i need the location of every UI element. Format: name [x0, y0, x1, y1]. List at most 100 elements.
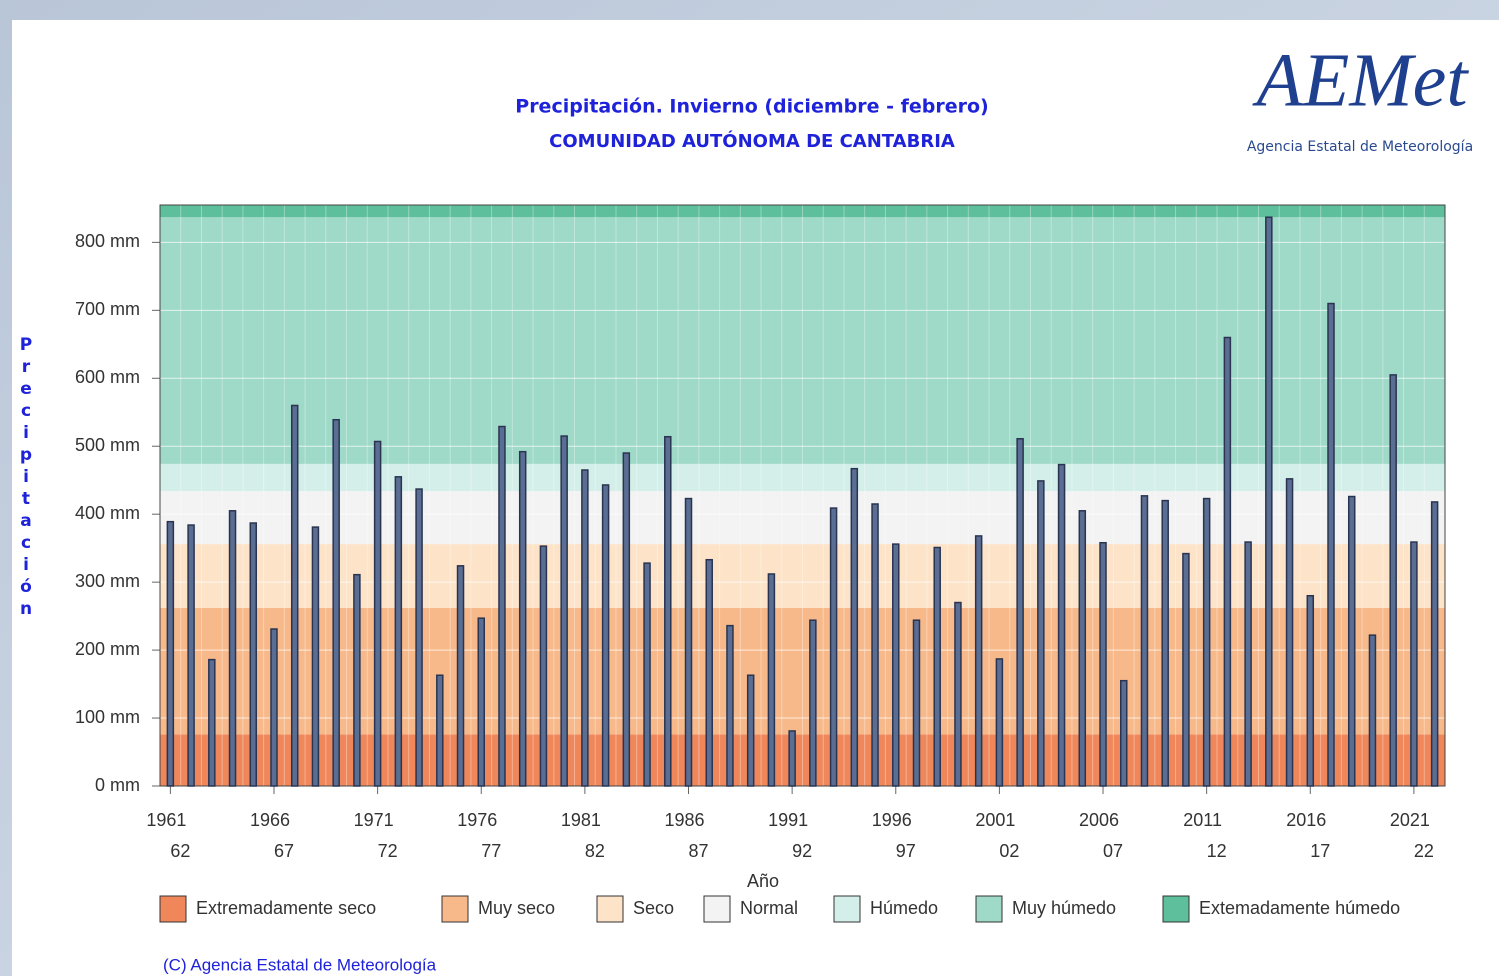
- x-tick-label: 2021: [1390, 810, 1430, 830]
- bar: [1347, 495, 1356, 787]
- bar: [415, 488, 423, 787]
- bar: [1057, 463, 1066, 787]
- legend-swatch: [596, 895, 624, 923]
- legend-swatch: [703, 895, 731, 923]
- x-tick-label: 1996: [872, 810, 912, 830]
- y-tick-label: 500 mm: [75, 435, 140, 455]
- legend-label: Húmedo: [870, 898, 938, 918]
- bar: [664, 435, 672, 787]
- bar: [1306, 594, 1315, 787]
- x-axis-label: Año: [747, 871, 779, 891]
- bar: [228, 510, 237, 787]
- x-tick-label: 2006: [1079, 810, 1119, 830]
- y-tick-label: 300 mm: [75, 571, 140, 591]
- legend-label: Muy húmedo: [1012, 898, 1116, 918]
- logo-caption: Agencia Estatal de Meteorología: [1247, 139, 1473, 155]
- bar: [270, 628, 278, 787]
- bar: [311, 526, 320, 787]
- bar: [436, 674, 444, 787]
- y-axis-label: Precipitación: [16, 335, 36, 621]
- legend-label: Muy seco: [478, 898, 555, 918]
- bar: [809, 619, 817, 787]
- x-tick-label: 77: [481, 841, 501, 861]
- bar: [332, 418, 340, 787]
- bar: [477, 617, 485, 787]
- bar: [912, 619, 921, 787]
- x-tick-label: 12: [1207, 841, 1227, 861]
- bar: [249, 522, 258, 787]
- bar: [1244, 541, 1252, 787]
- x-tick-label: 02: [999, 841, 1019, 861]
- bar: [353, 573, 361, 787]
- y-tick-label: 800 mm: [75, 231, 140, 251]
- legend-label: Seco: [633, 898, 674, 918]
- x-tick-label: 92: [792, 841, 812, 861]
- bar: [767, 573, 776, 787]
- legend-label: Normal: [740, 898, 798, 918]
- bar: [1430, 501, 1439, 787]
- x-tick-label: 07: [1103, 841, 1123, 861]
- bar: [1099, 541, 1107, 787]
- bar: [1389, 374, 1397, 787]
- bar: [1120, 679, 1128, 787]
- y-tick-label: 700 mm: [75, 299, 140, 319]
- x-tick-label: 1961: [146, 810, 186, 830]
- bar: [166, 520, 175, 787]
- x-tick-label: 1966: [250, 810, 290, 830]
- bar: [1410, 541, 1418, 787]
- x-tick-label: 1991: [768, 810, 808, 830]
- bar: [1078, 510, 1087, 787]
- bar: [1285, 478, 1294, 787]
- x-tick-label: 2011: [1183, 810, 1222, 830]
- bar: [974, 535, 983, 787]
- chart-subtitle: COMUNIDAD AUTÓNOMA DE CANTABRIA: [549, 130, 955, 152]
- x-tick-label: 17: [1310, 841, 1330, 861]
- legend-swatch: [441, 895, 469, 923]
- chart-title: Precipitación. Invierno (diciembre - feb…: [515, 96, 988, 118]
- bar: [1037, 480, 1045, 787]
- bar: [581, 469, 589, 787]
- bar: [746, 674, 755, 787]
- bar: [622, 452, 631, 787]
- bar: [1223, 336, 1232, 787]
- x-tick-label: 72: [378, 841, 398, 861]
- copyright: (C) Agencia Estatal de Meteorología: [163, 955, 437, 974]
- x-tick-label: 2016: [1286, 810, 1326, 830]
- bar: [643, 562, 651, 787]
- bar: [892, 543, 900, 787]
- x-tick-label: 22: [1414, 841, 1434, 861]
- bar: [1368, 634, 1377, 787]
- bar: [850, 467, 859, 787]
- bar: [788, 730, 796, 787]
- bar: [954, 601, 962, 787]
- bar: [560, 435, 568, 787]
- bar: [933, 546, 941, 787]
- x-tick-label: 1986: [664, 810, 704, 830]
- bar: [456, 565, 465, 787]
- bar: [1202, 497, 1211, 787]
- legend-swatch: [159, 895, 187, 923]
- bar: [1016, 438, 1024, 787]
- bar: [1327, 302, 1335, 787]
- bar: [1265, 216, 1273, 787]
- legend-label: Extemadamente húmedo: [1199, 898, 1400, 918]
- bar: [995, 658, 1004, 787]
- legend-swatch: [833, 895, 861, 923]
- x-tick-label: 1981: [561, 810, 601, 830]
- bar: [726, 624, 734, 787]
- y-tick-label: 400 mm: [75, 503, 140, 523]
- x-tick-label: 62: [170, 841, 190, 861]
- x-tick-label: 2001: [975, 810, 1015, 830]
- x-tick-label: 87: [688, 841, 708, 861]
- bar: [829, 507, 838, 787]
- y-tick-label: 200 mm: [75, 639, 140, 659]
- legend-swatch: [975, 895, 1003, 923]
- bar: [208, 658, 216, 787]
- bar: [373, 440, 382, 787]
- x-tick-label: 82: [585, 841, 605, 861]
- bar: [187, 524, 195, 787]
- logo: AEMet: [1251, 38, 1469, 122]
- bar: [290, 404, 299, 787]
- bar: [518, 450, 527, 787]
